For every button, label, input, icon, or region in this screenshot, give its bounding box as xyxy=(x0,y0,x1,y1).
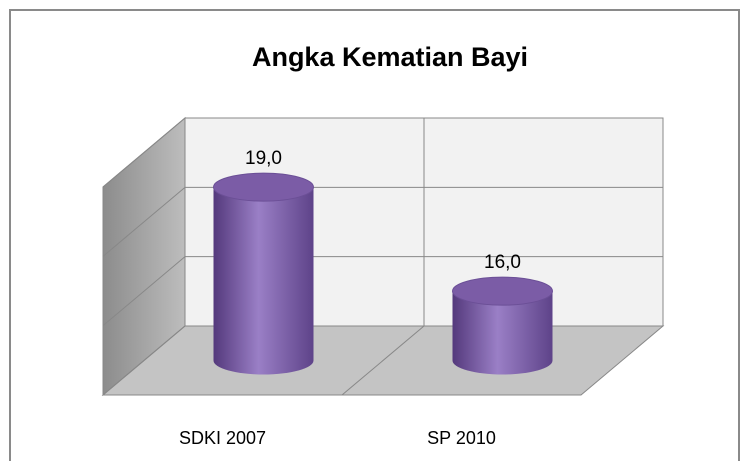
x-tick-label: SDKI 2007 xyxy=(179,428,266,448)
data-label: 16,0 xyxy=(484,252,521,273)
marks: 19,0 16,0 xyxy=(213,148,553,375)
data-label: 19,0 xyxy=(245,148,282,169)
divider xyxy=(341,325,425,396)
chart-title: Angka Kematian Bayi xyxy=(252,42,528,72)
x-tick-label: SP 2010 xyxy=(427,428,496,448)
cylinder-top xyxy=(452,276,553,306)
cylinder-body xyxy=(452,291,553,375)
grid-line-side xyxy=(102,117,186,188)
cylinder-top xyxy=(213,172,314,202)
grid-line-side xyxy=(102,256,186,327)
grid-line-side xyxy=(102,325,186,396)
grid-line-side xyxy=(102,186,186,257)
cylinder-body xyxy=(213,187,314,375)
